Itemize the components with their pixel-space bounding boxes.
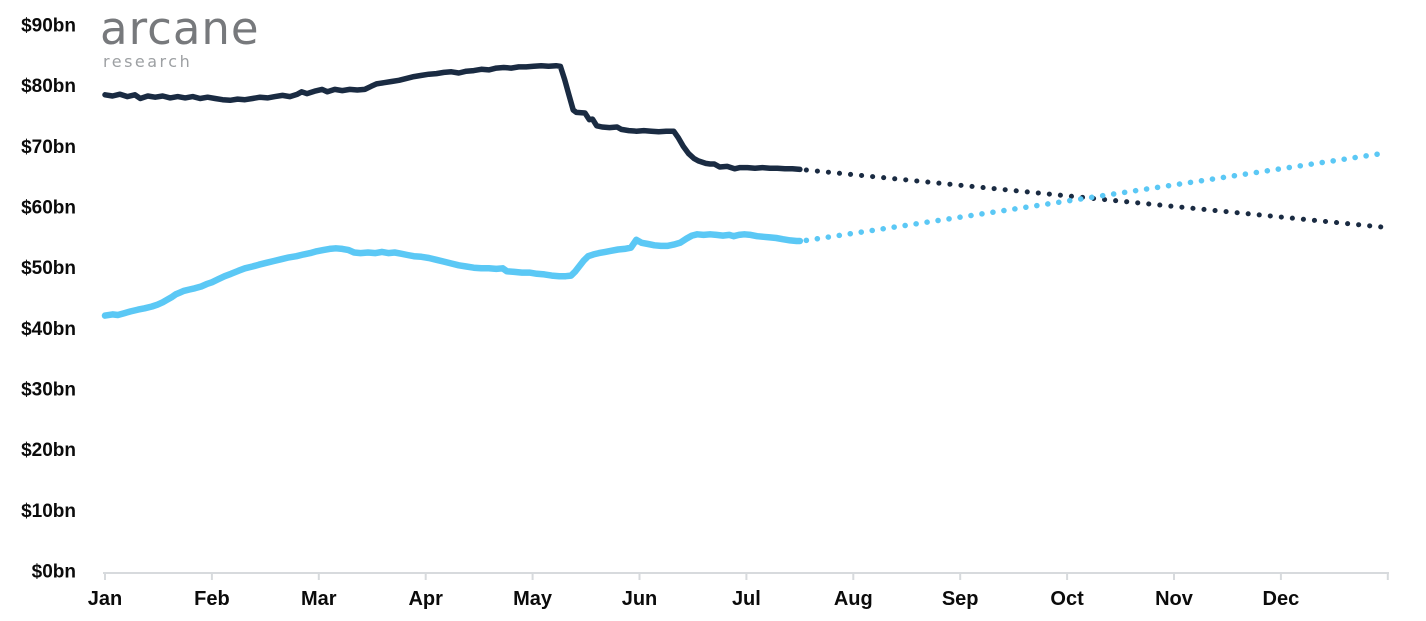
y-axis-label: $50bn — [21, 258, 76, 279]
y-axis-label: $10bn — [21, 501, 76, 522]
light-blue-projected-line — [803, 150, 1388, 244]
y-axis-label: $20bn — [21, 440, 76, 461]
dark-navy-projected-line — [803, 167, 1385, 230]
x-axis-label: Sep — [942, 588, 979, 610]
dark-navy-actual-line — [102, 62, 803, 173]
arcane-research-subtext: research — [103, 52, 193, 71]
x-axis-label: May — [513, 588, 553, 610]
x-axis-label: Jul — [732, 588, 761, 610]
x-axis-label: Jan — [88, 588, 122, 610]
y-axis-label: $90bn — [21, 16, 76, 37]
y-axis-label: $30bn — [21, 380, 76, 401]
x-axis-label: Apr — [408, 588, 443, 610]
x-axis-label: Oct — [1050, 588, 1084, 610]
y-axis-label: $0bn — [32, 562, 76, 583]
y-axis-label: $80bn — [21, 76, 76, 97]
arcane-wordmark: arcane — [100, 2, 260, 55]
x-axis-label: Jun — [622, 588, 658, 610]
x-axis-label: Feb — [194, 588, 230, 610]
light-blue-actual-line — [101, 231, 804, 319]
x-axis-label: Dec — [1263, 588, 1300, 610]
arcane-logo: arcane research — [100, 6, 260, 71]
x-axis-label: Nov — [1155, 588, 1194, 610]
x-axis-label: Mar — [301, 588, 337, 610]
x-axis-label: Aug — [834, 588, 873, 610]
y-axis-label: $70bn — [21, 137, 76, 158]
y-axis-label: $60bn — [21, 198, 76, 219]
y-axis-label: $40bn — [21, 319, 76, 340]
